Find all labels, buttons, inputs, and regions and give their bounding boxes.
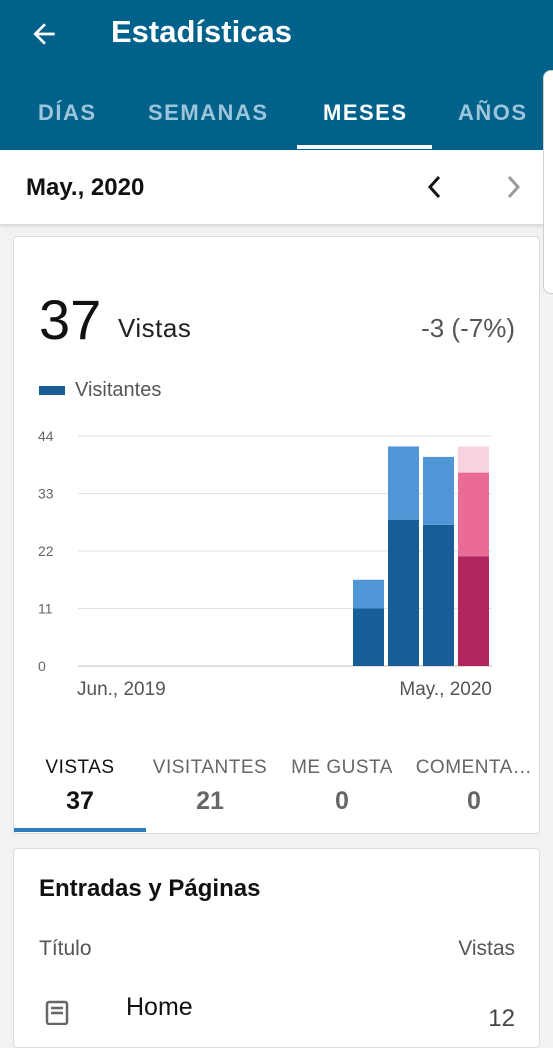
stat-value: 0	[467, 787, 481, 815]
page-title: Estadísticas	[111, 14, 292, 49]
scroll-handle[interactable]	[543, 70, 553, 294]
tab-meses[interactable]: MESES	[323, 100, 408, 125]
stat-label: ME GUSTA	[291, 757, 393, 778]
app-bar: Estadísticas DÍAS SEMANAS MESES AÑOS	[0, 0, 553, 150]
chevron-right-icon[interactable]	[500, 172, 526, 202]
chevron-left-icon[interactable]	[422, 172, 448, 202]
posts-card: Entradas y Páginas Título Vistas Home 12	[13, 848, 540, 1048]
stat-value: 37	[66, 787, 94, 815]
bar-visitantes[interactable]	[458, 556, 489, 666]
bar-visitantes[interactable]	[423, 524, 454, 666]
y-tick-11: 11	[38, 601, 53, 617]
tab-anos[interactable]: AÑOS	[458, 100, 528, 125]
stat-visitantes[interactable]: VISITANTES 21	[152, 757, 268, 816]
column-title: Título	[39, 937, 92, 960]
bar-visitantes[interactable]	[353, 608, 384, 667]
y-tick-22: 22	[38, 543, 54, 559]
tab-semanas[interactable]: SEMANAS	[148, 100, 269, 125]
stat-value: 21	[196, 787, 224, 815]
stat-label: VISITANTES	[152, 757, 268, 778]
bar-previous[interactable]	[458, 446, 489, 473]
active-tab-indicator	[297, 145, 432, 149]
post-title[interactable]: Home	[126, 993, 193, 1021]
stat-label: COMENTA…	[415, 757, 533, 778]
total-label: Vistas	[118, 313, 192, 343]
stat-me-gusta[interactable]: ME GUSTA 0	[290, 757, 394, 816]
y-tick-44: 44	[38, 428, 54, 444]
arrow-back-icon[interactable]	[28, 18, 60, 50]
stat-label: VISTAS	[45, 757, 115, 778]
bars	[353, 446, 489, 666]
tab-dias[interactable]: DÍAS	[38, 100, 97, 125]
date-navigator: May., 2020	[0, 150, 553, 224]
page-icon	[45, 1000, 69, 1025]
y-tick-0: 0	[38, 658, 46, 674]
stats-card: 37 Vistas -3 (-7%) Visitantes 44 33 22 1…	[13, 236, 540, 834]
stat-value: 0	[335, 787, 349, 815]
period-tabs: DÍAS SEMANAS MESES AÑOS	[0, 86, 553, 150]
bar-vistas[interactable]	[423, 456, 454, 525]
change-value: -3 (-7%)	[421, 313, 515, 343]
x-label-end: May., 2020	[399, 679, 492, 700]
period-label: May., 2020	[26, 174, 145, 201]
section-title: Entradas y Páginas	[39, 875, 261, 902]
post-views: 12	[488, 1005, 515, 1032]
column-views: Vistas	[458, 937, 515, 960]
bar-vistas[interactable]	[353, 579, 384, 609]
legend-swatch	[39, 386, 65, 395]
views-chart: 44 33 22 11 0 Jun., 2019 May., 2020	[38, 428, 492, 700]
total-value: 37	[39, 288, 102, 351]
bar-vistas[interactable]	[458, 472, 489, 557]
x-label-start: Jun., 2019	[77, 679, 166, 700]
active-stat-indicator	[14, 828, 146, 832]
legend-label: Visitantes	[75, 379, 162, 401]
stat-vistas[interactable]: VISTAS 37	[44, 757, 116, 816]
y-tick-33: 33	[38, 486, 54, 502]
stat-comentarios[interactable]: COMENTA… 0	[415, 757, 533, 816]
bar-vistas[interactable]	[388, 446, 419, 520]
bar-visitantes[interactable]	[388, 519, 419, 666]
